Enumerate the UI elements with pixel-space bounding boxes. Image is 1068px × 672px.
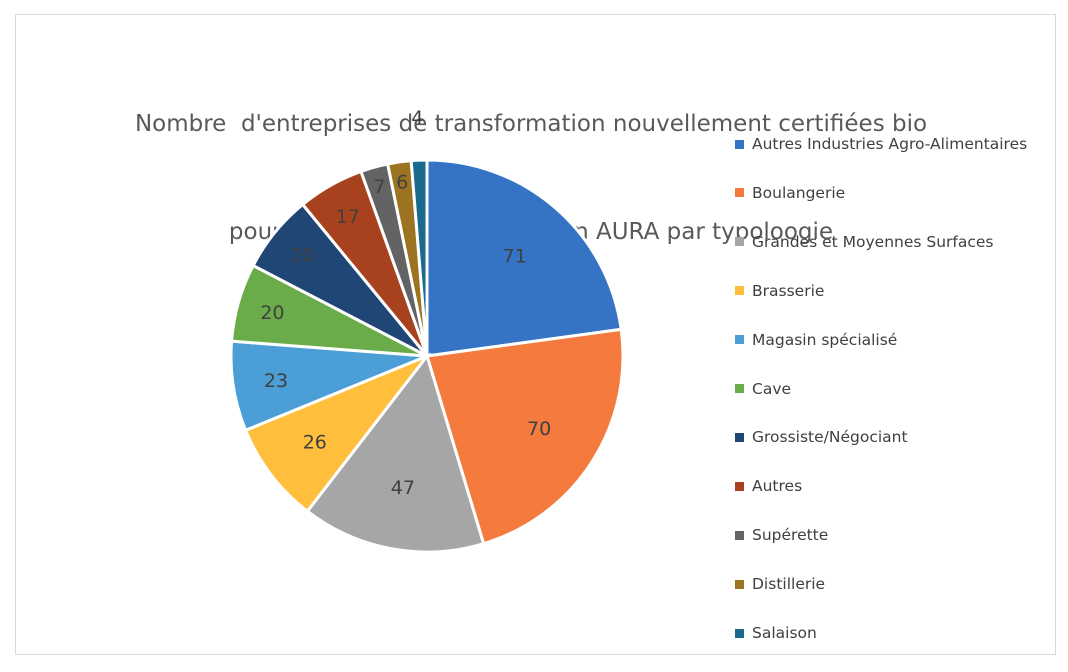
- slice-value-label: 17: [336, 206, 360, 228]
- legend-label: Autres: [752, 477, 803, 496]
- slice-value-label: 7: [373, 176, 385, 198]
- legend-item: Magasin spécialisé: [735, 326, 897, 354]
- slice-value-label: 4: [411, 107, 423, 129]
- legend-item: Autres Industries Agro-Alimentaires: [735, 130, 1027, 158]
- pie-slice: [425, 327, 625, 546]
- chart-title-line-1: Nombre d'entreprises de transformation n…: [134, 111, 928, 137]
- legend-item: Autres: [735, 472, 802, 500]
- legend-swatch: [735, 188, 744, 198]
- slice-value-label: 6: [396, 171, 408, 193]
- legend-swatch: [735, 237, 744, 247]
- slice-value-label: 71: [503, 246, 527, 268]
- legend-swatch: [735, 335, 744, 345]
- legend-item: Grossiste/Négociant: [735, 423, 908, 451]
- legend-swatch: [735, 286, 744, 296]
- legend-swatch: [735, 530, 744, 540]
- pie-slice: [409, 158, 429, 357]
- legend-item: Cave: [735, 375, 791, 403]
- pie-slice: [425, 158, 623, 358]
- slice-value-label: 70: [527, 418, 551, 440]
- slice-value-label: 20: [290, 245, 314, 267]
- legend-item: Salaison: [735, 619, 817, 647]
- legend-swatch: [735, 432, 744, 442]
- legend-label: Boulangerie: [752, 183, 846, 202]
- pie-slice: [243, 352, 432, 514]
- legend-label: Autres Industries Agro-Alimentaires: [752, 135, 1028, 153]
- pie-slice: [305, 352, 486, 554]
- legend-item: Grandes et Moyennes Surfaces: [735, 228, 994, 256]
- legend-label: Distillerie: [752, 575, 826, 594]
- legend-label: Brasserie: [752, 281, 825, 300]
- legend-swatch: [735, 628, 744, 638]
- legend-label: Grandes et Moyennes Surfaces: [752, 232, 994, 251]
- slice-value-label: 47: [391, 477, 415, 499]
- slice-value-label: 26: [303, 432, 327, 454]
- legend-item: Brasserie: [735, 277, 824, 305]
- legend-swatch: [735, 579, 744, 589]
- slice-value-label: 23: [264, 370, 288, 392]
- legend-swatch: [735, 139, 744, 149]
- legend-item: Distillerie: [735, 570, 825, 598]
- legend-swatch: [735, 384, 744, 393]
- legend-label: Salaison: [752, 624, 817, 642]
- legend-label: Magasin spécialisé: [752, 330, 898, 349]
- legend-item: Boulangerie: [735, 179, 845, 207]
- legend-label: Grossiste/Négociant: [752, 428, 908, 447]
- legend-label: Supérette: [752, 526, 829, 545]
- legend-item: Supérette: [735, 521, 828, 549]
- legend-swatch: [735, 481, 744, 491]
- slice-value-label: 20: [260, 302, 284, 324]
- legend-label: Cave: [752, 379, 792, 398]
